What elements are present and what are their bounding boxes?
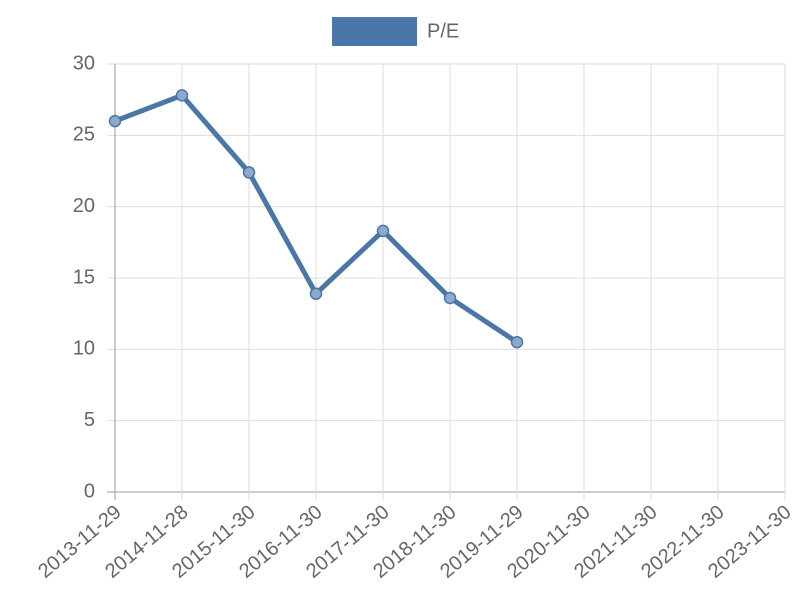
- y-tick-label: 20: [73, 195, 95, 217]
- y-tick-label: 10: [73, 338, 95, 360]
- legend-label: P/E: [427, 20, 459, 42]
- y-tick-label: 5: [84, 409, 95, 431]
- y-tick-label: 15: [73, 266, 95, 288]
- point: [108, 114, 122, 128]
- y-tick-label: 25: [73, 124, 95, 146]
- point: [376, 224, 390, 238]
- point: [443, 291, 457, 305]
- legend-swatch: [332, 17, 417, 46]
- y-tick-label: 0: [84, 480, 95, 502]
- point: [175, 89, 189, 102]
- point: [510, 335, 524, 349]
- y-tick-label: 30: [73, 52, 95, 74]
- point: [309, 287, 323, 300]
- point: [242, 166, 256, 179]
